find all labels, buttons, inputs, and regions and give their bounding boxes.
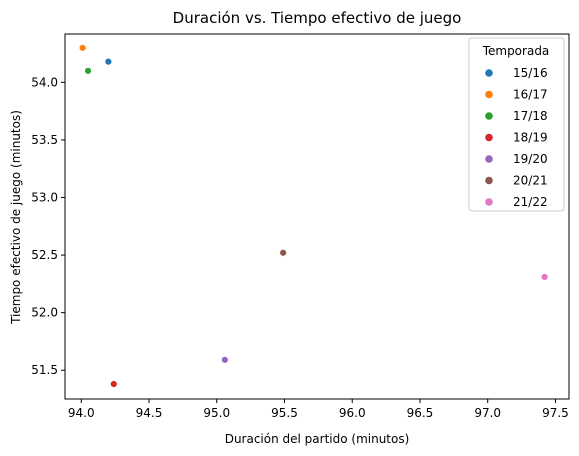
x-axis-label: Duración del partido (minutos) (225, 432, 410, 446)
legend-label: 20/21 (513, 174, 548, 188)
data-point-18-19 (110, 381, 117, 388)
legend-marker (485, 91, 493, 99)
x-tick-label: 94.5 (136, 406, 163, 420)
x-tick-label: 96.0 (339, 406, 366, 420)
y-tick-label: 53.0 (31, 191, 58, 205)
y-tick-label: 52.5 (31, 248, 58, 262)
legend-marker (485, 112, 493, 120)
x-tick-label: 97.0 (474, 406, 501, 420)
data-point-19-20 (221, 356, 228, 363)
data-point-17-18 (85, 67, 92, 74)
x-tick-label: 94.0 (68, 406, 95, 420)
chart-title: Duración vs. Tiempo efectivo de juego (173, 9, 462, 27)
legend-marker (485, 69, 493, 77)
x-tick-label: 95.5 (271, 406, 298, 420)
legend-marker (485, 155, 493, 163)
legend-label: 17/18 (513, 109, 548, 123)
legend-label: 19/20 (513, 152, 548, 166)
legend: Temporada 15/16 16/17 17/18 18/19 19/20 20/21… (469, 38, 564, 211)
legend-label: 15/16 (513, 66, 548, 80)
data-point-20-21 (280, 249, 287, 256)
data-point-15-16 (105, 58, 112, 65)
x-tick-label: 95.0 (203, 406, 230, 420)
legend-marker (485, 177, 493, 185)
y-tick-label: 53.5 (31, 133, 58, 147)
y-axis-label: Tiempo efectivo de juego (minutos) (9, 110, 23, 325)
y-tick-label: 54.0 (31, 75, 58, 89)
legend-marker (485, 134, 493, 142)
legend-label: 18/19 (513, 131, 548, 145)
legend-marker (485, 198, 493, 206)
legend-label: 21/22 (513, 195, 548, 209)
y-tick-label: 52.0 (31, 306, 58, 320)
data-point-21-22 (541, 274, 548, 281)
legend-title: Temporada (482, 44, 550, 58)
data-point-16-17 (79, 44, 86, 51)
x-tick-label: 97.5 (542, 406, 569, 420)
y-tick-label: 51.5 (31, 363, 58, 377)
x-tick-label: 96.5 (407, 406, 434, 420)
legend-label: 16/17 (513, 88, 548, 102)
